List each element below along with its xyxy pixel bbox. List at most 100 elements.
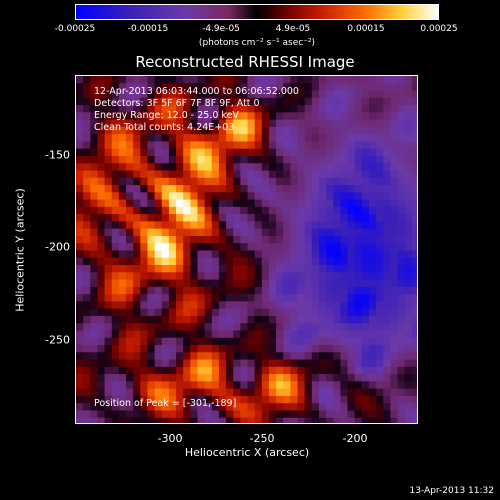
heatmap-cell (247, 352, 256, 361)
heatmap-cell (140, 410, 149, 419)
heatmap-cell (326, 155, 334, 164)
heatmap-cell (176, 279, 184, 288)
heatmap-cell (133, 206, 141, 215)
heatmap-cell (261, 177, 270, 186)
heatmap-cell (290, 352, 299, 361)
heatmap-cell (376, 185, 384, 193)
heatmap-cell (76, 243, 84, 252)
heatmap-cell (204, 352, 213, 361)
heatmap-cell (276, 235, 284, 244)
heatmap-cell (254, 265, 263, 273)
heatmap-cell (140, 330, 149, 339)
heatmap-cell (283, 366, 291, 375)
heatmap-cell (311, 148, 320, 157)
heatmap-cell (361, 185, 370, 193)
heatmap-cell (404, 83, 413, 92)
heatmap-cell (326, 97, 334, 106)
heatmap-cell (97, 90, 106, 99)
heatmap-cell (347, 141, 356, 150)
heatmap-cell (233, 330, 241, 339)
heatmap-cell (333, 315, 341, 324)
heatmap-cell (161, 352, 170, 361)
heatmap-cell (383, 308, 392, 317)
heatmap-cell (204, 97, 213, 106)
heatmap-cell (361, 105, 370, 113)
heatmap-cell (133, 388, 141, 397)
heatmap-cell (404, 250, 413, 259)
heatmap-cell (276, 337, 284, 346)
heatmap-cell (111, 410, 120, 419)
heatmap-cell (90, 294, 99, 302)
heatmap-cell (190, 119, 199, 128)
heatmap-cell (354, 395, 363, 404)
heatmap-cell (361, 410, 370, 419)
heatmap-cell (90, 301, 99, 310)
heatmap-cell (133, 148, 141, 157)
heatmap-cell (368, 366, 377, 375)
heatmap-cell (361, 265, 370, 273)
heatmap-cell (83, 366, 91, 375)
heatmap-cell (383, 337, 392, 346)
heatmap-cell (390, 250, 399, 259)
heatmap-cell (97, 155, 106, 164)
heatmap-cell (111, 279, 120, 288)
heatmap-cell (197, 228, 206, 237)
heatmap-cell (411, 76, 417, 84)
heatmap-cell (90, 403, 99, 412)
heatmap-cell (204, 119, 213, 128)
heatmap-cell (304, 97, 313, 106)
time-range-label: 12-Apr-2013 06:03:44.000 to 06:06:52.000 (94, 86, 299, 97)
heatmap-cell (154, 126, 163, 135)
heatmap-cell (218, 417, 227, 423)
heatmap-cell (147, 243, 156, 252)
heatmap-cell (90, 359, 99, 368)
heatmap-cell (261, 352, 270, 361)
heatmap-cell (376, 170, 384, 179)
heatmap-cell (368, 337, 377, 346)
heatmap-cell (168, 250, 177, 259)
heatmap-cell (411, 403, 417, 412)
heatmap-cell (340, 134, 349, 143)
heatmap-cell (261, 345, 270, 353)
heatmap-cell (183, 257, 191, 266)
heatmap-cell (126, 279, 134, 288)
heatmap-cell (211, 330, 220, 339)
heatmap-cell (154, 366, 163, 375)
heatmap-cell (318, 206, 327, 215)
heatmap-cell (140, 163, 149, 172)
heatmap-cell (261, 163, 270, 172)
heatmap-cell (247, 155, 256, 164)
heatmap-cell (411, 417, 417, 423)
heatmap-cell (368, 214, 377, 223)
heatmap-cell (183, 83, 191, 92)
heatmap-cell (161, 315, 170, 324)
heatmap-cell (197, 337, 206, 346)
heatmap-cell (104, 206, 113, 215)
heatmap-cell (183, 126, 191, 135)
heatmap-cell (368, 83, 377, 92)
heatmap-cell (340, 272, 349, 281)
heatmap-cell (283, 330, 291, 339)
heatmap-cell (326, 403, 334, 412)
heatmap-cell (276, 119, 284, 128)
heatmap-cell (290, 235, 299, 244)
heatmap-cell (176, 192, 184, 201)
heatmap-cell (154, 185, 163, 193)
heatmap-cell (204, 90, 213, 99)
heatmap-cell (126, 83, 134, 92)
heatmap-cell (397, 97, 406, 106)
heatmap-cell (383, 235, 392, 244)
heatmap-cell (254, 301, 263, 310)
heatmap-cell (154, 388, 163, 397)
heatmap-cell (340, 76, 349, 84)
heatmap-cell (218, 206, 227, 215)
heatmap-cell (190, 221, 199, 230)
heatmap-cell (133, 134, 141, 143)
heatmap-cell (326, 345, 334, 353)
heatmap-cell (104, 410, 113, 419)
heatmap-cell (97, 185, 106, 193)
heatmap-cell (247, 97, 256, 106)
heatmap-cell (140, 279, 149, 288)
heatmap-cell (276, 90, 284, 99)
heatmap-cell (76, 155, 84, 164)
